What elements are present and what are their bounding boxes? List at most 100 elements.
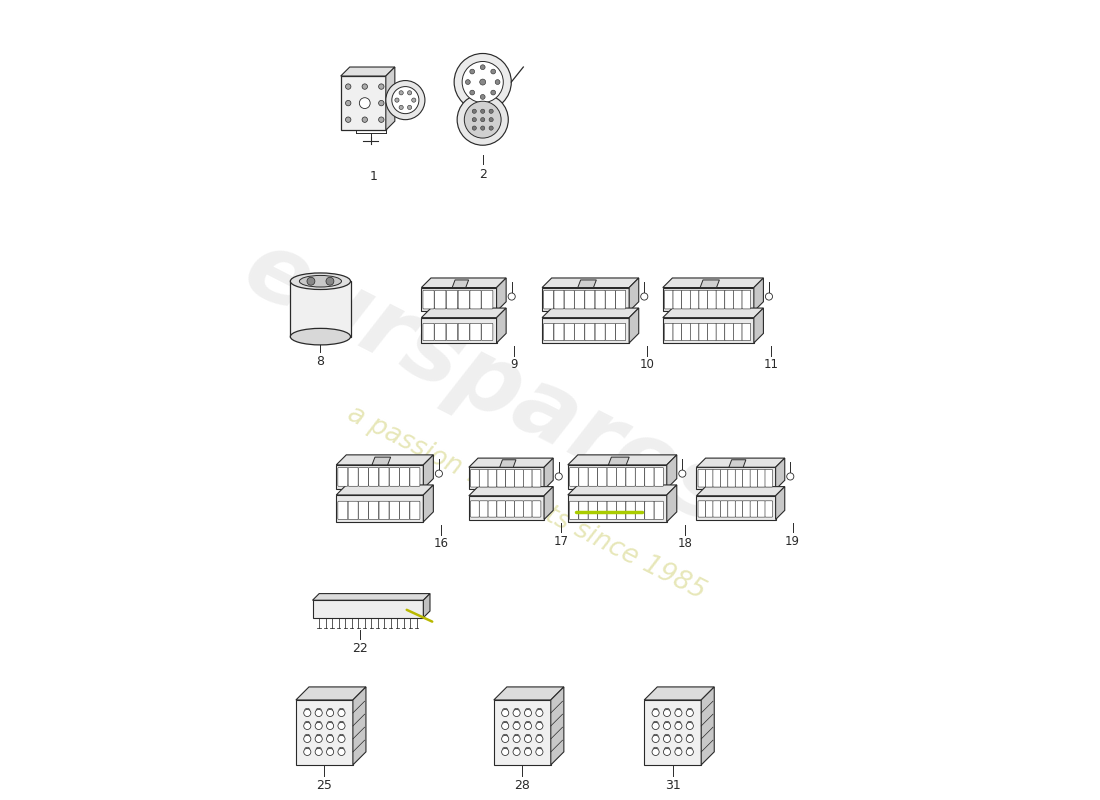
Circle shape — [458, 94, 508, 146]
FancyBboxPatch shape — [636, 502, 645, 519]
Circle shape — [508, 293, 515, 300]
Polygon shape — [551, 687, 564, 765]
FancyBboxPatch shape — [616, 323, 626, 341]
Circle shape — [436, 470, 442, 477]
FancyBboxPatch shape — [434, 290, 446, 309]
Circle shape — [536, 722, 543, 730]
FancyBboxPatch shape — [447, 290, 458, 309]
FancyBboxPatch shape — [673, 323, 682, 341]
Circle shape — [481, 118, 485, 122]
FancyBboxPatch shape — [497, 470, 506, 487]
Circle shape — [652, 722, 659, 730]
Text: 2: 2 — [478, 168, 486, 181]
Polygon shape — [337, 485, 433, 495]
FancyBboxPatch shape — [338, 502, 348, 519]
FancyBboxPatch shape — [570, 502, 579, 519]
FancyBboxPatch shape — [735, 501, 743, 517]
Polygon shape — [499, 460, 516, 467]
FancyBboxPatch shape — [379, 502, 389, 519]
FancyBboxPatch shape — [735, 470, 743, 487]
Polygon shape — [696, 486, 784, 496]
Polygon shape — [290, 282, 351, 337]
Circle shape — [360, 98, 371, 109]
Polygon shape — [568, 495, 667, 522]
FancyBboxPatch shape — [524, 501, 532, 517]
FancyBboxPatch shape — [348, 502, 359, 519]
FancyBboxPatch shape — [645, 502, 654, 519]
FancyBboxPatch shape — [707, 323, 716, 341]
FancyBboxPatch shape — [616, 467, 626, 486]
Ellipse shape — [299, 275, 341, 287]
Circle shape — [525, 735, 531, 742]
Circle shape — [686, 710, 693, 717]
Circle shape — [464, 102, 502, 138]
Circle shape — [686, 748, 693, 755]
Circle shape — [525, 710, 531, 717]
FancyBboxPatch shape — [597, 467, 607, 486]
Polygon shape — [452, 280, 469, 287]
Polygon shape — [776, 458, 784, 490]
Polygon shape — [754, 308, 763, 343]
Polygon shape — [663, 308, 763, 318]
FancyBboxPatch shape — [664, 290, 673, 309]
Circle shape — [481, 94, 485, 99]
FancyBboxPatch shape — [574, 323, 584, 341]
FancyBboxPatch shape — [713, 501, 721, 517]
FancyBboxPatch shape — [597, 502, 607, 519]
Circle shape — [345, 101, 351, 106]
FancyBboxPatch shape — [742, 501, 750, 517]
FancyBboxPatch shape — [543, 323, 553, 341]
FancyBboxPatch shape — [750, 470, 758, 487]
Polygon shape — [469, 496, 544, 519]
FancyBboxPatch shape — [698, 323, 707, 341]
Circle shape — [674, 748, 682, 755]
Text: 11: 11 — [763, 358, 779, 371]
Circle shape — [304, 748, 311, 755]
Circle shape — [399, 90, 404, 95]
Polygon shape — [296, 687, 366, 700]
FancyBboxPatch shape — [716, 290, 725, 309]
Polygon shape — [568, 465, 667, 489]
FancyBboxPatch shape — [482, 323, 493, 341]
FancyBboxPatch shape — [595, 323, 605, 341]
FancyBboxPatch shape — [605, 323, 615, 341]
FancyBboxPatch shape — [616, 290, 626, 309]
FancyBboxPatch shape — [750, 501, 758, 517]
FancyBboxPatch shape — [532, 470, 541, 487]
Circle shape — [338, 735, 345, 742]
Circle shape — [338, 710, 345, 717]
FancyBboxPatch shape — [515, 501, 524, 517]
Circle shape — [481, 65, 485, 70]
Text: 18: 18 — [678, 537, 692, 550]
Circle shape — [491, 69, 496, 74]
Circle shape — [490, 126, 493, 130]
Circle shape — [362, 101, 367, 106]
FancyBboxPatch shape — [626, 467, 635, 486]
FancyBboxPatch shape — [410, 502, 420, 519]
Circle shape — [513, 710, 520, 717]
FancyBboxPatch shape — [636, 467, 645, 486]
Circle shape — [326, 278, 334, 285]
Polygon shape — [542, 278, 639, 287]
FancyBboxPatch shape — [359, 467, 369, 486]
Circle shape — [378, 84, 384, 90]
Polygon shape — [341, 67, 395, 76]
Circle shape — [378, 101, 384, 106]
FancyBboxPatch shape — [588, 502, 597, 519]
Circle shape — [502, 722, 509, 730]
FancyBboxPatch shape — [607, 502, 616, 519]
FancyBboxPatch shape — [470, 323, 481, 341]
FancyBboxPatch shape — [728, 470, 736, 487]
Polygon shape — [542, 318, 629, 343]
FancyBboxPatch shape — [713, 470, 721, 487]
FancyBboxPatch shape — [368, 467, 378, 486]
FancyBboxPatch shape — [664, 323, 673, 341]
FancyBboxPatch shape — [399, 502, 409, 519]
Circle shape — [663, 710, 671, 717]
Circle shape — [525, 722, 531, 730]
FancyBboxPatch shape — [554, 290, 564, 309]
Circle shape — [327, 710, 333, 717]
FancyBboxPatch shape — [524, 470, 532, 487]
Polygon shape — [341, 76, 386, 130]
Circle shape — [378, 117, 384, 122]
